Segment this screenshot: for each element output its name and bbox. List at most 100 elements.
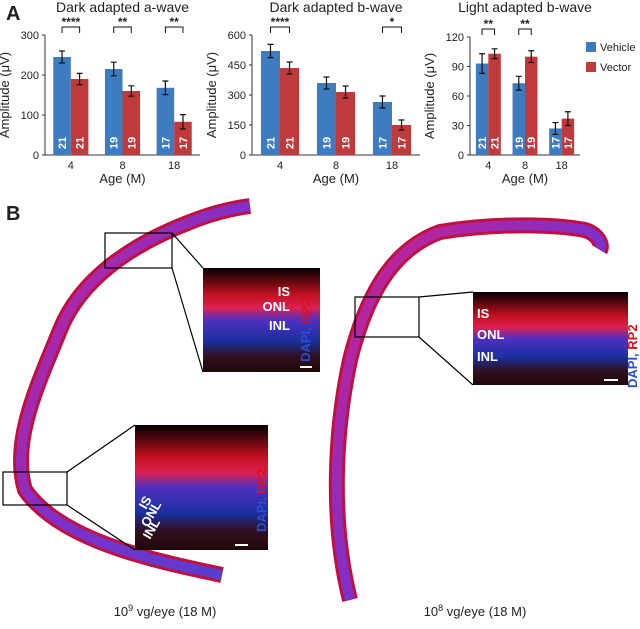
n-label: 17: [550, 137, 562, 149]
significance-label: **: [520, 17, 530, 31]
bar: [260, 51, 280, 155]
bar: [372, 102, 392, 155]
n-label: 17: [397, 137, 409, 149]
x-tick-label: 4: [68, 160, 74, 172]
n-label: 21: [75, 137, 87, 149]
bar: [174, 121, 192, 155]
x-tick-label: 4: [277, 160, 283, 172]
x-tick-label: 18: [386, 160, 398, 172]
bar: [512, 83, 525, 155]
significance-bracket: [518, 28, 532, 35]
y-tick-label: 90: [452, 62, 464, 74]
stain-label: DAPI, RP2: [625, 324, 640, 388]
stain-dapi: DAPI,: [254, 497, 269, 532]
x-axis-label: Age (M): [99, 171, 145, 186]
stain-label: DAPI, RP2: [298, 298, 313, 362]
n-label: 19: [109, 137, 121, 149]
n-label: 19: [321, 137, 333, 149]
y-tick-label: 450: [228, 60, 246, 72]
caption-rest: vg/eye (18 M): [443, 604, 526, 619]
significance-label: **: [169, 15, 179, 29]
error-bar: [491, 48, 498, 60]
significance-bracket: [113, 26, 132, 33]
y-tick-label: 120: [446, 32, 464, 44]
significance-label: **: [484, 17, 494, 31]
significance-label: ****: [61, 15, 80, 29]
n-label: 17: [178, 137, 190, 149]
bar: [336, 92, 356, 155]
chart-title: Dark adapted a-wave: [56, 0, 189, 15]
n-label: 19: [126, 137, 138, 149]
y-tick-label: 150: [228, 120, 246, 132]
bar: [70, 79, 89, 155]
significance-bracket: [61, 26, 81, 33]
inset-label: ONL: [263, 299, 291, 314]
stain-dapi: DAPI,: [298, 327, 313, 362]
error-bar: [267, 43, 274, 59]
error-bar: [179, 114, 186, 130]
significance-bracket: [269, 26, 291, 33]
x-tick-label: 8: [119, 160, 125, 172]
n-label: 21: [285, 137, 297, 149]
n-label: 17: [563, 137, 575, 149]
bar: [392, 125, 412, 155]
significance-bracket: [381, 26, 403, 33]
x-tick-label: 8: [333, 160, 339, 172]
significance-bracket: [164, 26, 184, 33]
y-tick-label: 30: [452, 121, 464, 133]
n-label: 19: [526, 137, 538, 149]
y-tick-label: 0: [240, 150, 246, 162]
n-label: 21: [265, 137, 277, 149]
caption-exp: 8: [438, 603, 443, 613]
bar: [549, 128, 562, 155]
stain-rp2: RP2: [254, 468, 269, 493]
chart-title: Light adapted b-wave: [458, 0, 592, 15]
x-tick-label: 4: [485, 160, 491, 172]
x-tick-label: 8: [522, 160, 528, 172]
x-axis-label: Age (M): [313, 171, 359, 186]
bar: [475, 63, 489, 155]
error-bar: [162, 80, 169, 96]
n-label: 19: [514, 137, 526, 149]
inset-label: IS: [477, 306, 490, 321]
legend-label: Vector: [600, 62, 632, 74]
significance-label: **: [118, 15, 128, 29]
y-tick-label: 0: [458, 150, 464, 162]
bar: [525, 56, 538, 155]
y-tick-label: 200: [21, 70, 39, 82]
n-label: 21: [490, 137, 502, 149]
significance-label: ****: [271, 15, 290, 29]
y-axis-label: Amplitude (μV): [0, 52, 12, 138]
error-bar: [379, 95, 386, 109]
bar: [488, 53, 501, 155]
panel-label: A: [6, 3, 20, 25]
caption: 108 vg/eye (18 M): [424, 603, 527, 619]
stain-rp2: RP2: [625, 324, 640, 349]
error-bar: [323, 76, 330, 90]
x-tick-label: 18: [168, 160, 180, 172]
x-axis-label: Age (M): [502, 171, 548, 186]
y-tick-label: 100: [21, 110, 39, 122]
error-bar: [552, 121, 559, 135]
legend-label: Vehicle: [600, 42, 635, 54]
error-bar: [128, 85, 135, 97]
y-tick-label: 600: [228, 30, 246, 42]
significance-label: *: [390, 15, 395, 29]
error-bar: [59, 50, 66, 64]
n-label: 21: [57, 137, 69, 149]
inset-label: INL: [477, 349, 498, 364]
n-label: 17: [377, 137, 389, 149]
y-tick-label: 300: [21, 30, 39, 42]
error-bar: [515, 75, 522, 91]
n-label: 21: [477, 137, 489, 149]
stain-dapi: DAPI,: [625, 353, 640, 388]
legend-swatch: [586, 42, 596, 52]
bar: [316, 83, 336, 155]
chart-title: Dark adapted b-wave: [269, 0, 402, 15]
error-bar: [76, 72, 83, 86]
panel-label: B: [6, 203, 20, 225]
error-bar: [479, 53, 486, 74]
inset-label: IS: [278, 284, 291, 299]
error-bar: [398, 119, 405, 131]
caption: 109 vg/eye (18 M): [114, 603, 217, 619]
